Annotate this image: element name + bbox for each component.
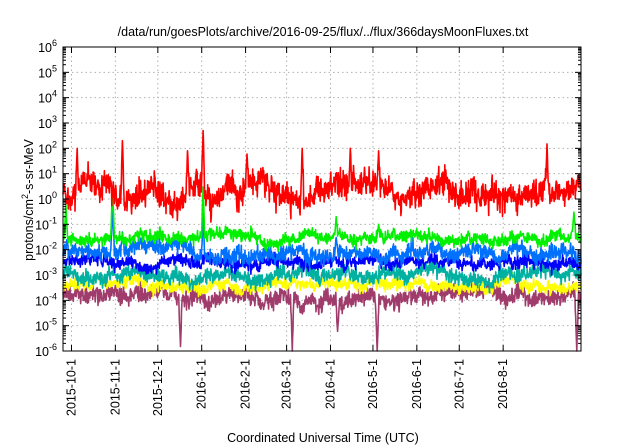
y-tick-label: 101 <box>38 165 57 182</box>
series-line-6 <box>62 129 582 223</box>
y-tick-labels: 10-6 10-5 10-4 10-3 10-2 10-1 100 101 102 103 104 1… <box>35 38 57 359</box>
y-tick-label: 103 <box>38 114 57 131</box>
y-tick-label: 10-3 <box>35 266 57 283</box>
x-tick-label: 2016-3-1 <box>280 359 294 409</box>
x-tick-label: 2016-2-1 <box>239 359 253 409</box>
y-tick-label: 10-2 <box>35 241 57 258</box>
y-tick-label: 10-4 <box>35 291 57 308</box>
y-tick-label: 100 <box>38 190 57 207</box>
y-tick-label: 105 <box>38 63 57 80</box>
x-tick-label: 2016-5-1 <box>366 359 380 409</box>
series-line-4 <box>62 205 582 268</box>
x-tick-label: 2016-8-1 <box>496 359 510 409</box>
chart-title: /data/run/goesPlots/archive/2016-09-25/f… <box>118 25 529 39</box>
y-tick-label: 104 <box>38 89 57 106</box>
y-tick-label: 102 <box>38 139 57 156</box>
y-axis-label: protons/cm2-s-sr-MeV <box>20 138 36 260</box>
y-tick-label: 10-1 <box>35 215 57 232</box>
x-tick-label: 2016-7-1 <box>452 359 466 409</box>
series-line-5 <box>62 186 582 252</box>
y-tick-label: 10-5 <box>35 317 57 334</box>
y-tick-label: 10-6 <box>35 342 57 359</box>
plot-area <box>62 129 582 352</box>
x-tick-labels: 2015-10-1 2015-11-1 2015-12-1 2016-1-1 2016-… <box>64 359 510 416</box>
x-tick-label: 2015-11-1 <box>108 359 122 415</box>
x-tick-label: 2016-1-1 <box>195 359 209 409</box>
x-tick-label: 2016-4-1 <box>323 359 337 409</box>
x-tick-label: 2016-6-1 <box>410 359 424 409</box>
y-tick-label: 106 <box>38 38 57 55</box>
x-axis-label: Coordinated Universal Time (UTC) <box>227 431 419 445</box>
x-tick-label: 2015-12-1 <box>151 359 165 416</box>
x-tick-label: 2015-10-1 <box>64 359 78 416</box>
axis-ticks <box>63 46 581 352</box>
